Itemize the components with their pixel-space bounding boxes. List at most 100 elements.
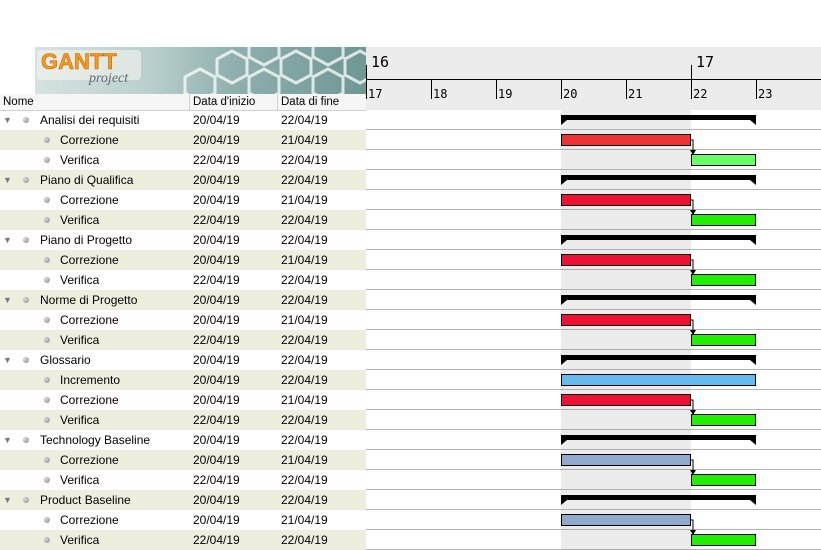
task-start-date: 20/04/19 (193, 193, 240, 207)
app-logo-banner: GANTT project (35, 47, 366, 94)
task-name: Correzione (60, 253, 119, 267)
expand-triangle-icon[interactable]: ▼ (3, 495, 12, 505)
task-bar[interactable] (561, 394, 691, 406)
timeline-header (366, 47, 821, 110)
task-end-date: 21/04/19 (281, 133, 328, 147)
task-bar[interactable] (561, 134, 691, 146)
summary-bar[interactable] (561, 175, 756, 180)
weekend-shade (561, 110, 691, 550)
task-row[interactable]: Correzione 20/04/19 21/04/19 (0, 310, 366, 330)
task-name: Correzione (60, 453, 119, 467)
task-bullet-icon (44, 197, 50, 203)
dependency-arrow (691, 199, 694, 212)
task-row[interactable]: Correzione 20/04/19 21/04/19 (0, 390, 366, 410)
task-bar[interactable] (691, 154, 756, 166)
task-row[interactable]: Verifica 22/04/19 22/04/19 (0, 210, 366, 230)
task-bar[interactable] (561, 374, 756, 386)
task-bullet-icon (44, 377, 50, 383)
task-group-row[interactable]: ▼ Piano di Progetto 20/04/19 22/04/19 (0, 230, 366, 250)
summary-bar-right-cap (750, 360, 756, 365)
task-bar[interactable] (691, 274, 756, 286)
task-row[interactable]: Correzione 20/04/19 21/04/19 (0, 450, 366, 470)
task-bullet-icon (44, 397, 50, 403)
task-name: Verifica (60, 473, 100, 487)
day-label: 22 (693, 87, 707, 101)
task-bar[interactable] (561, 254, 691, 266)
task-bar[interactable] (691, 214, 756, 226)
task-group-row[interactable]: ▼ Glossario 20/04/19 22/04/19 (0, 350, 366, 370)
summary-bar[interactable] (561, 355, 756, 360)
day-label: 20 (563, 87, 577, 101)
expand-triangle-icon[interactable]: ▼ (3, 355, 12, 365)
task-group-row[interactable]: ▼ Product Baseline 20/04/19 22/04/19 (0, 490, 366, 510)
task-name: Incremento (60, 373, 121, 387)
task-group-row[interactable]: ▼ Norme di Progetto 20/04/19 22/04/19 (0, 290, 366, 310)
task-bar[interactable] (691, 534, 756, 546)
task-start-date: 20/04/19 (193, 433, 240, 447)
expand-triangle-icon[interactable]: ▼ (3, 435, 12, 445)
task-bar[interactable] (691, 474, 756, 486)
summary-bar[interactable] (561, 495, 756, 500)
task-group-row[interactable]: ▼ Piano di Qualifica 20/04/19 22/04/19 (0, 170, 366, 190)
summary-bar[interactable] (561, 435, 756, 440)
task-start-date: 22/04/19 (193, 413, 240, 427)
task-bar[interactable] (561, 314, 691, 326)
task-name: Glossario (40, 353, 91, 367)
task-end-date: 22/04/19 (281, 413, 328, 427)
summary-bar[interactable] (561, 115, 756, 120)
summary-bar[interactable] (561, 235, 756, 240)
task-name: Product Baseline (40, 493, 131, 507)
day-label: 17 (368, 87, 382, 101)
dependency-arrowhead-icon (690, 470, 696, 475)
task-row[interactable]: Verifica 22/04/19 22/04/19 (0, 410, 366, 430)
task-row[interactable]: Correzione 20/04/19 21/04/19 (0, 130, 366, 150)
task-bullet-icon (23, 497, 29, 503)
column-header-name[interactable]: Nome (3, 96, 34, 108)
logo-brand-text: GANTT (41, 49, 117, 74)
task-row[interactable]: Verifica 22/04/19 22/04/19 (0, 530, 366, 550)
summary-bar-right-cap (750, 180, 756, 185)
task-start-date: 22/04/19 (193, 153, 240, 167)
column-divider[interactable] (189, 94, 190, 110)
task-group-row[interactable]: ▼ Technology Baseline 20/04/19 22/04/19 (0, 430, 366, 450)
task-end-date: 22/04/19 (281, 293, 328, 307)
task-row[interactable]: Correzione 20/04/19 21/04/19 (0, 190, 366, 210)
summary-bar-right-cap (750, 500, 756, 505)
task-name: Correzione (60, 313, 119, 327)
gantt-chart[interactable]: 16 17 17 18 19 20 21 22 23 (366, 47, 821, 550)
task-bar[interactable] (561, 194, 691, 206)
column-header-end[interactable]: Data di fine (281, 96, 340, 108)
dependency-arrow (691, 139, 694, 152)
expand-triangle-icon[interactable]: ▼ (3, 115, 12, 125)
task-bar[interactable] (561, 514, 691, 526)
dependency-arrow (691, 399, 694, 412)
task-row[interactable]: Incremento 20/04/19 22/04/19 (0, 370, 366, 390)
expand-triangle-icon[interactable]: ▼ (3, 235, 12, 245)
column-header-start[interactable]: Data d'inizio (193, 96, 256, 108)
task-row[interactable]: Correzione 20/04/19 21/04/19 (0, 510, 366, 530)
column-divider[interactable] (277, 94, 278, 110)
dependency-arrowhead-icon (690, 330, 696, 335)
task-end-date: 22/04/19 (281, 353, 328, 367)
summary-bar[interactable] (561, 295, 756, 300)
dependency-arrowhead-icon (690, 210, 696, 215)
task-group-row[interactable]: ▼ Analisi dei requisiti 20/04/19 22/04/19 (0, 110, 366, 130)
dependency-arrow (691, 319, 694, 332)
task-row[interactable]: Verifica 22/04/19 22/04/19 (0, 330, 366, 350)
task-bar[interactable] (561, 454, 691, 466)
task-row[interactable]: Correzione 20/04/19 21/04/19 (0, 250, 366, 270)
task-row[interactable]: Verifica 22/04/19 22/04/19 (0, 270, 366, 290)
expand-triangle-icon[interactable]: ▼ (3, 175, 12, 185)
task-bullet-icon (44, 417, 50, 423)
summary-bar-right-cap (750, 300, 756, 305)
task-bullet-icon (44, 217, 50, 223)
task-row[interactable]: Verifica 22/04/19 22/04/19 (0, 470, 366, 490)
task-start-date: 20/04/19 (193, 313, 240, 327)
task-bar[interactable] (691, 334, 756, 346)
task-row[interactable]: Verifica 22/04/19 22/04/19 (0, 150, 366, 170)
task-bar[interactable] (691, 414, 756, 426)
task-bullet-icon (23, 437, 29, 443)
task-bullet-icon (44, 477, 50, 483)
expand-triangle-icon[interactable]: ▼ (3, 295, 12, 305)
dependency-arrow (691, 259, 694, 272)
